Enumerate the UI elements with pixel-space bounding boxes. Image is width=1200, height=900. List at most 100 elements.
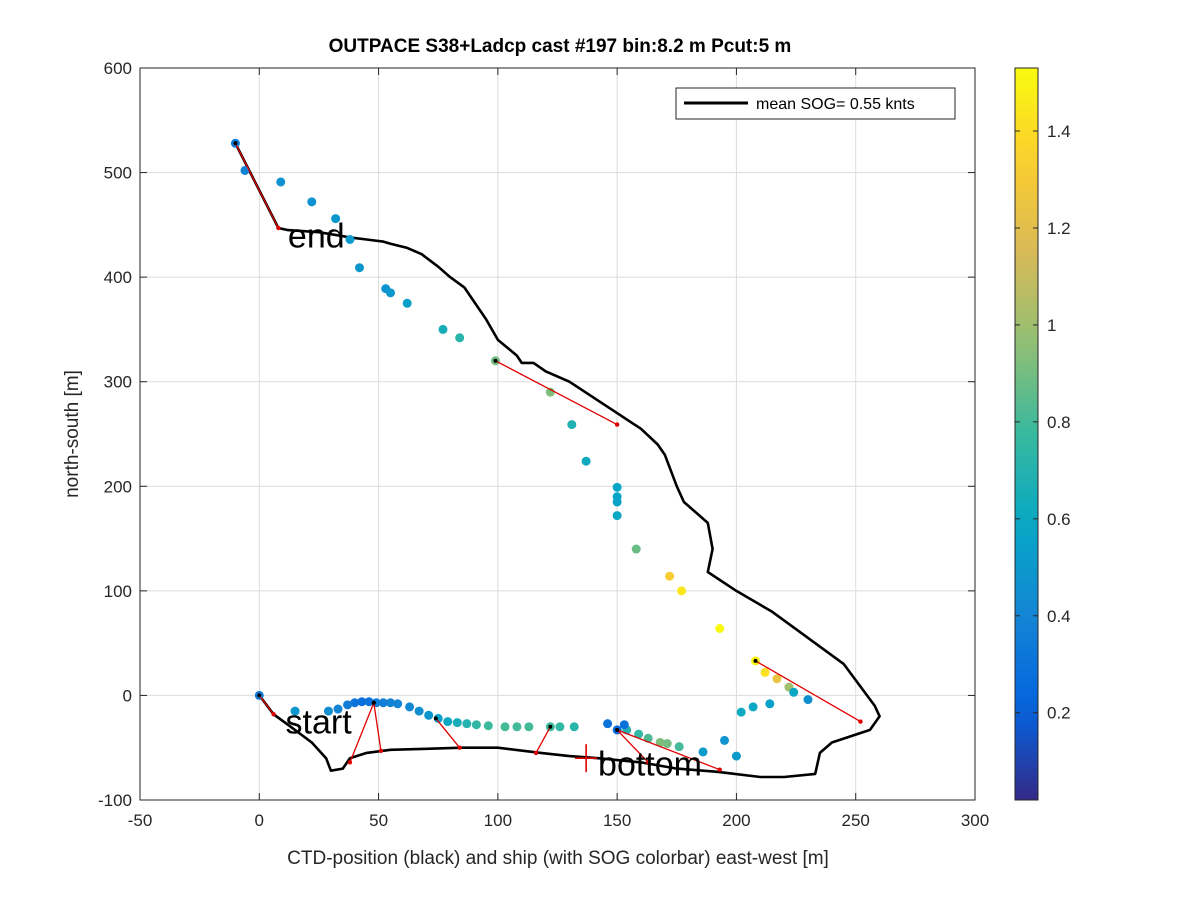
ship-point [483,721,493,731]
ship-point [438,324,448,334]
ship-point [471,720,481,730]
ship-point [386,698,395,708]
connection-ctd-marker [717,767,722,772]
ship-point [545,387,555,397]
connection-ctd-marker [645,760,651,765]
connection-ship-marker [753,658,758,663]
ctd-track-line [234,142,881,779]
chart-title: OUTPACE S38+Ladcp cast #197 bin:8.2 m Pc… [329,36,792,57]
ship-point [414,706,424,716]
ship-point [524,722,534,732]
connection-ship-marker [493,358,498,363]
connection-ctd-marker [614,422,620,427]
ship-point [433,713,443,723]
ship-point [452,718,462,728]
ship-point [500,722,510,732]
ship-point [789,687,799,697]
legend: mean SOG= 0.55 knts [675,87,956,120]
ship-point [555,722,565,732]
ship-point [364,697,374,707]
ship-point [354,263,364,273]
ship-point [715,624,725,634]
connection-line [373,702,382,751]
colorbar-tick-label: 0.4 [1047,607,1071,626]
connection-ctd-marker [276,225,281,231]
colorbar-tick-label: 1 [1047,316,1056,335]
y-tick-label: 100 [104,582,132,601]
ship-point [612,482,622,492]
connection-line [495,360,618,426]
ship-point [662,739,672,749]
ship-point [760,667,770,677]
ship-point [765,699,775,709]
ship-point [405,702,415,712]
y-tick-label: 0 [123,686,132,705]
connection-ship-marker [433,716,438,721]
x-tick-label: 250 [842,811,870,830]
ship-point [736,707,746,717]
ship-point [343,700,353,710]
ship-point [424,710,434,720]
x-tick-label: 150 [603,811,631,830]
ship-point [345,234,355,244]
ship-point [357,697,367,707]
annotation-end: end [288,217,345,255]
x-tick-label: 0 [255,811,264,830]
legend-label: mean SOG= 0.55 knts [756,96,915,113]
y-axis-label: north-south [m] [62,370,83,498]
y-tick-label: 300 [104,373,132,392]
x-tick-label: 50 [369,811,388,830]
axes-frame [139,67,976,801]
ship-point [677,586,687,596]
ship-point [402,298,412,308]
ship-point [619,720,629,730]
y-tick-label: -100 [98,791,132,810]
ship-point [674,742,684,752]
annotation-bottom: bottom [598,745,702,783]
connection-ctd-marker [533,750,539,756]
ship-point [634,729,644,739]
connection-line [616,729,649,763]
ship-point [603,719,613,729]
ship-point [307,197,317,207]
ship-point [331,214,341,224]
ship-point [455,333,465,343]
ship-point [655,737,665,747]
ship-point [581,456,591,466]
ship-point [323,706,333,716]
connection-line [349,702,375,763]
connection-line [435,718,461,749]
connection-line [234,142,279,229]
ship-point [567,420,577,430]
colorbar: 0.2 0.4 0.6 0.8 1 1.2 1.4 [1014,67,1071,801]
colorbar-tick-label: 0.8 [1047,413,1071,432]
colorbar-tick-label: 1.4 [1047,122,1071,141]
ship-point [393,699,403,709]
colorbar-tick-label: 1.2 [1047,219,1071,238]
y-tick-label: 600 [104,59,132,78]
ship-point [569,722,579,732]
connection-line [616,729,720,771]
ship-point [350,698,360,708]
ship-point [512,722,522,732]
plot-background [140,68,975,800]
ship-point [748,702,758,712]
ship-point [772,674,782,684]
connection-ship-marker [233,141,238,146]
ship-point [386,288,395,298]
ship-point [631,544,641,554]
y-tick-label: 200 [104,477,132,496]
ship-point [240,165,250,175]
annotation-start: start [286,704,353,742]
ship-point [731,751,741,761]
connection-ctd-marker [347,760,353,765]
connection-line [535,726,551,754]
connection-ship-marker [257,693,262,698]
ship-point [290,706,300,716]
connection-ship-marker [615,727,620,732]
y-tick-label: 400 [104,268,132,287]
ship-point [720,735,729,745]
y-tick-label: 500 [104,164,132,183]
